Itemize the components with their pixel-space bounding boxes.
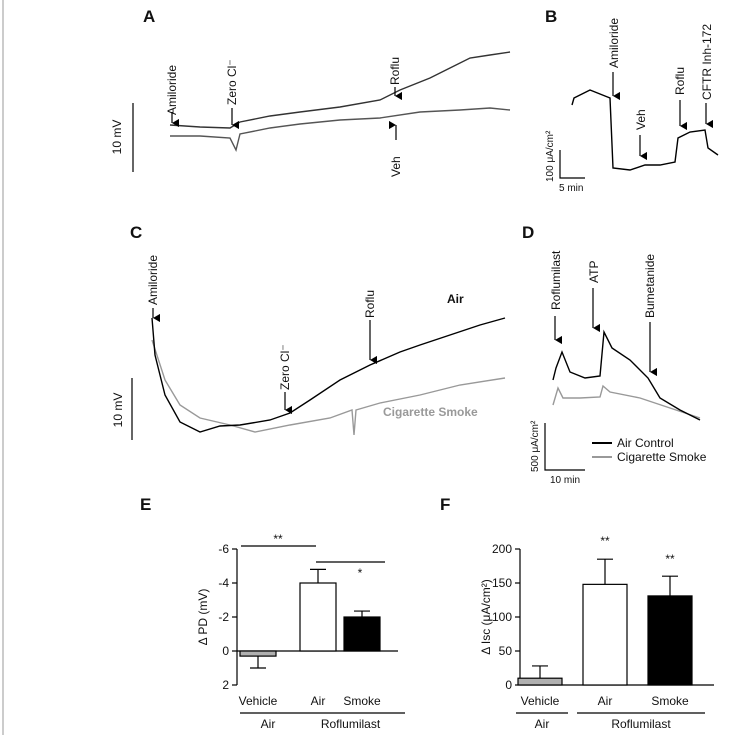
scale-bar	[559, 150, 585, 179]
significance: **	[665, 552, 675, 566]
x-tick-label: Air	[598, 694, 613, 708]
trace	[571, 89, 719, 171]
y-tick-label: 0	[222, 644, 229, 658]
significance: *	[358, 566, 363, 580]
error-bar	[310, 568, 326, 583]
error-bar	[354, 610, 370, 617]
annotation: CFTR Inh-172	[700, 24, 714, 100]
legend-label: Cigarette Smoke	[617, 450, 707, 464]
significance: **	[600, 534, 610, 548]
y-tick-label: 0	[505, 678, 512, 692]
scale-label: 10 mV	[110, 120, 124, 155]
x-tick-label: Vehicle	[239, 694, 278, 708]
scale-bar	[544, 423, 585, 471]
annotation: Zero Cl⁻	[278, 344, 292, 390]
panel-label: B	[545, 7, 557, 26]
group-label: Roflumilast	[321, 717, 381, 731]
y-tick-label: -2	[218, 610, 229, 624]
panel-label: F	[440, 495, 450, 514]
annotation: ATP	[587, 261, 601, 283]
annotation: Roflumilast	[549, 250, 563, 310]
annotation: Roflu	[673, 67, 687, 95]
significance: **	[273, 532, 283, 546]
trace	[169, 51, 511, 129]
bar	[582, 583, 628, 686]
annotation: Amiloride	[607, 18, 621, 68]
error-bar	[532, 665, 548, 679]
annotation: Veh	[389, 156, 403, 177]
y-axis-label: Δ PD (mV)	[196, 589, 210, 646]
annotation: Veh	[634, 109, 648, 130]
y-tick-label: -6	[218, 542, 229, 556]
legend-label: Air Control	[617, 436, 674, 450]
bar	[343, 616, 381, 652]
y-tick-label: 200	[492, 542, 512, 556]
annotation: Amiloride	[165, 65, 179, 115]
y-tick-label: 150	[492, 576, 512, 590]
y-axis-label: Δ Isc (μA/cm²)	[479, 579, 493, 655]
panel-label: A	[143, 7, 155, 26]
annotation: Roflu	[388, 57, 402, 85]
scale-label: 100 μA/cm²	[545, 130, 556, 182]
y-tick-label: 50	[499, 644, 513, 658]
scale-label: 500 μA/cm²	[530, 420, 541, 472]
trace	[552, 329, 701, 421]
scale-label: 10 mV	[111, 393, 125, 428]
bar	[299, 582, 337, 652]
x-tick-label: Vehicle	[521, 694, 560, 708]
bar	[517, 677, 563, 686]
trace-label: Cigarette Smoke	[383, 405, 478, 419]
trace	[170, 107, 511, 153]
y-tick-label: 2	[222, 678, 229, 692]
group-label: Roflumilast	[611, 717, 671, 731]
panel-label: D	[522, 223, 534, 242]
bar	[239, 650, 277, 657]
error-bar	[597, 558, 613, 585]
x-tick-label: Air	[311, 694, 326, 708]
bar	[647, 595, 693, 686]
group-label: Air	[535, 717, 550, 731]
trace-label: Air	[447, 292, 464, 306]
trace	[552, 384, 701, 419]
scale-label: 10 min	[550, 475, 580, 486]
y-tick-label: 100	[492, 610, 512, 624]
x-tick-label: Smoke	[343, 694, 381, 708]
scale-label: 5 min	[559, 183, 583, 194]
x-tick-label: Smoke	[651, 694, 689, 708]
trace	[151, 339, 506, 436]
error-bar	[662, 575, 678, 596]
group-label: Air	[261, 717, 276, 731]
y-tick-label: -4	[218, 576, 229, 590]
annotation: Bumetanide	[643, 254, 657, 318]
error-bar	[250, 656, 266, 669]
annotation: Amiloride	[146, 255, 160, 305]
panel-label: C	[130, 223, 142, 242]
panel-label: E	[140, 495, 151, 514]
annotation: Roflu	[363, 290, 377, 318]
annotation: Zero Cl⁻	[225, 59, 239, 105]
